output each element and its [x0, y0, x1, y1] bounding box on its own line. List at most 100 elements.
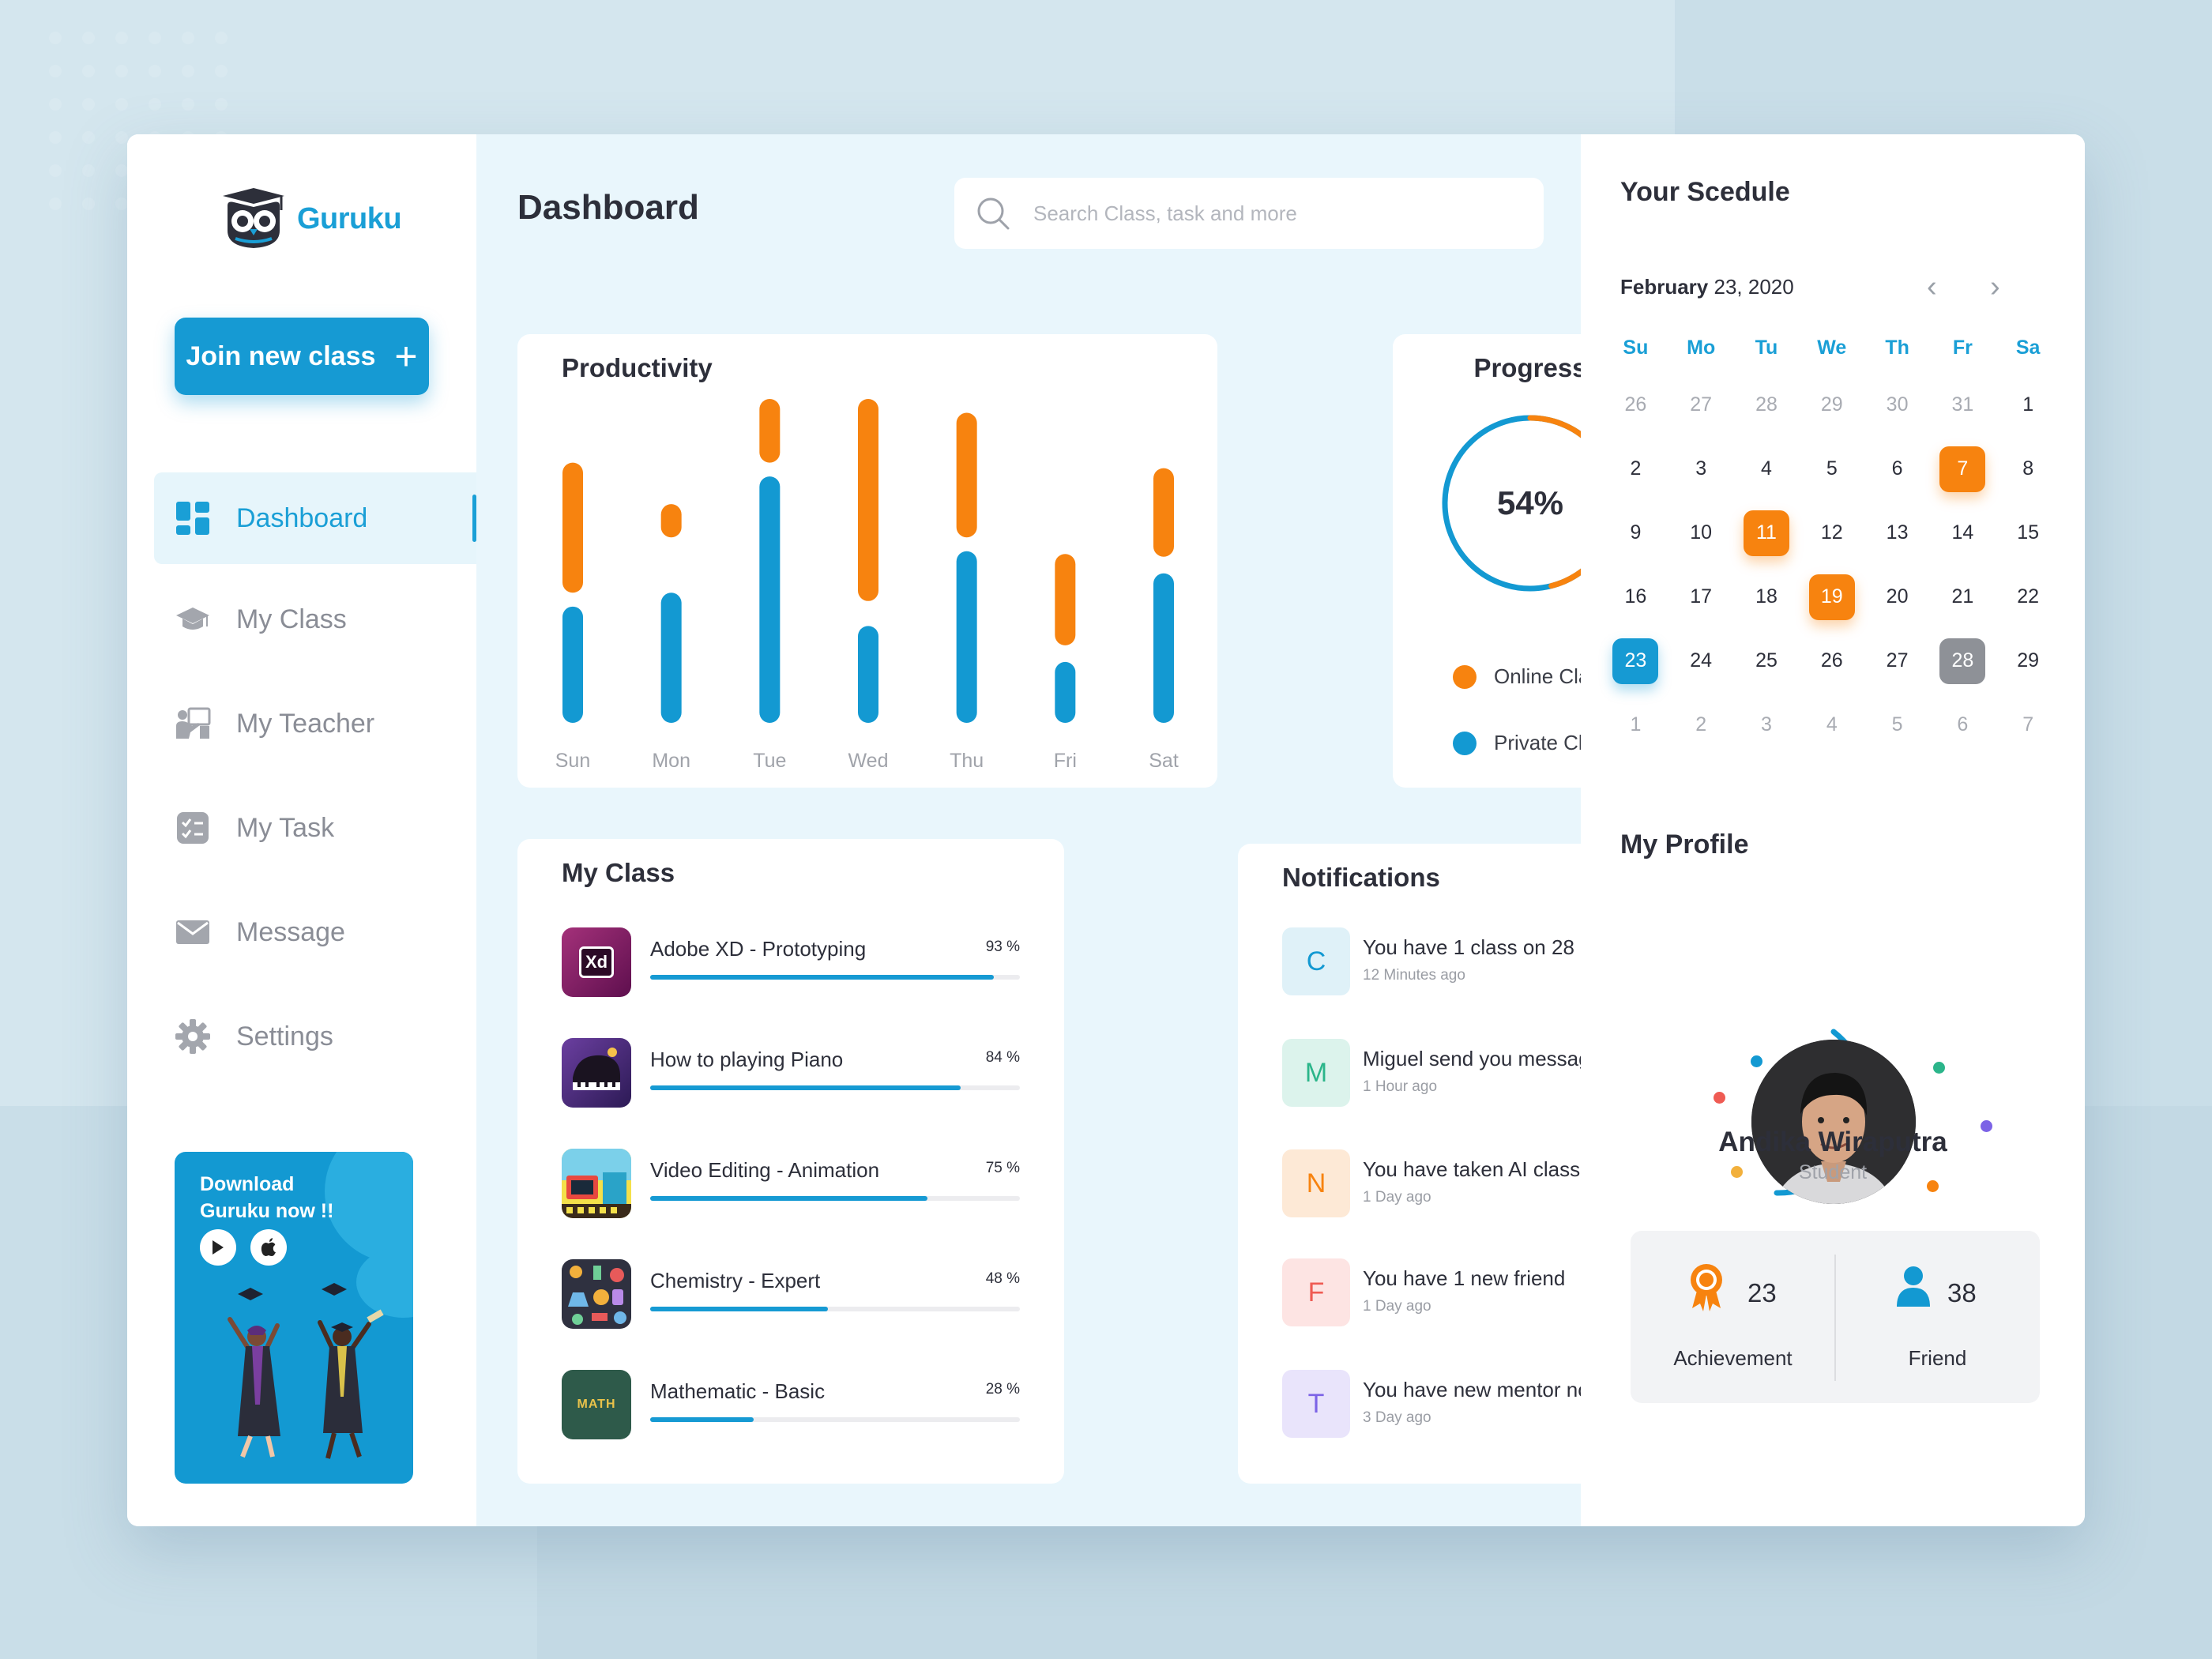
bar-orange-wed[interactable] [858, 399, 878, 601]
brand-logo[interactable]: Guruku [218, 188, 402, 250]
calendar-day[interactable]: 2 [1668, 702, 1734, 748]
calendar-day[interactable]: 28 [1734, 382, 1800, 428]
calendar-day[interactable]: 21 [1930, 574, 1996, 620]
class-progress-track [650, 1417, 1020, 1422]
calendar-day[interactable]: 25 [1734, 638, 1800, 684]
calendar-grid: Su Mo Tu We Th Fr Sa 26 27 28 29 30 31 1 2 3 4 5 6 7 8 9 10 11 1… [1603, 322, 2061, 757]
notification-item[interactable]: M Miguel send you message 1 Hour ago [1282, 1039, 1646, 1110]
notification-item[interactable]: C You have 1 class on 28 Feb 12 Minutes … [1282, 927, 1646, 999]
calendar-day[interactable]: 17 [1668, 574, 1734, 620]
notification-item[interactable]: F You have 1 new friend 1 Day ago [1282, 1258, 1646, 1330]
bar-orange-tue[interactable] [759, 399, 781, 463]
calendar-day[interactable]: 5 [1864, 702, 1930, 748]
join-new-class-button[interactable]: Join new class + [175, 318, 429, 395]
calendar-day[interactable]: 29 [1799, 382, 1864, 428]
calendar-week-row: 9 10 11 12 13 14 15 [1603, 501, 2061, 565]
calendar-day[interactable]: 7 [1996, 702, 2061, 748]
bar-blue-mon[interactable] [660, 592, 682, 723]
bar-blue-sun[interactable] [562, 606, 583, 723]
class-percent: 93 % [985, 939, 1020, 955]
avatar[interactable] [1739, 1027, 1928, 1217]
bar-orange-mon[interactable] [660, 504, 682, 538]
calendar-day[interactable]: 31 [1930, 382, 1996, 428]
class-item-adobe-xd[interactable]: Xd Adobe XD - Prototyping 93 % [562, 927, 1020, 999]
calendar-day[interactable]: 1 [1996, 382, 2061, 428]
notification-time: 1 Hour ago [1363, 1078, 1438, 1095]
calendar-day[interactable]: 26 [1603, 382, 1668, 428]
calendar-day[interactable]: 24 [1668, 638, 1734, 684]
calendar-day-number: 17 [1690, 585, 1713, 608]
calendar-day[interactable]: 27 [1864, 638, 1930, 684]
calendar-day[interactable]: 27 [1668, 382, 1734, 428]
calendar-day[interactable]: 15 [1996, 510, 2061, 556]
calendar-day[interactable]: 3 [1734, 702, 1800, 748]
calendar-day[interactable]: 6 [1864, 446, 1930, 492]
calendar-day[interactable]: 11 [1734, 510, 1800, 556]
play-store-icon[interactable] [200, 1229, 236, 1266]
bar-orange-fri[interactable] [1055, 554, 1076, 645]
bar-orange-sun[interactable] [562, 462, 583, 593]
profile-title: My Profile [1620, 830, 1749, 860]
search-bar[interactable] [954, 178, 1544, 249]
calendar-day[interactable]: 16 [1603, 574, 1668, 620]
calendar-day[interactable]: 5 [1799, 446, 1864, 492]
calendar-weekday: Tu [1755, 336, 1778, 359]
bar-blue-tue[interactable] [759, 476, 781, 723]
calendar-day[interactable]: 30 [1864, 382, 1930, 428]
sidebar-item-dashboard[interactable]: Dashboard [154, 472, 476, 564]
bar-blue-thu[interactable] [956, 551, 977, 723]
calendar-day[interactable]: 10 [1668, 510, 1734, 556]
calendar-day[interactable]: 13 [1864, 510, 1930, 556]
sidebar-item-my-class[interactable]: My Class [154, 574, 476, 665]
math-thumbnail: MATH [562, 1370, 631, 1439]
notification-item[interactable]: T You have new mentor now 3 Day ago [1282, 1370, 1646, 1441]
bar-orange-sat[interactable] [1153, 468, 1174, 557]
bar-blue-fri[interactable] [1055, 661, 1076, 723]
bar-orange-thu[interactable] [956, 412, 977, 538]
class-progress-fill [650, 1417, 754, 1422]
calendar-day[interactable]: 7 [1930, 446, 1996, 492]
calendar-day[interactable]: 1 [1603, 702, 1668, 748]
bar-blue-sat[interactable] [1153, 573, 1174, 723]
calendar-day[interactable]: 9 [1603, 510, 1668, 556]
calendar-day[interactable]: 28 [1930, 638, 1996, 684]
calendar-day-number: 16 [1624, 585, 1647, 608]
stat-friend[interactable]: 38 Friend [1835, 1231, 2040, 1403]
chevron-right-icon[interactable]: › [1990, 270, 2000, 303]
calendar-day[interactable]: 22 [1996, 574, 2061, 620]
sidebar-item-message[interactable]: Message [154, 886, 476, 978]
class-percent: 48 % [985, 1270, 1020, 1287]
apple-icon[interactable] [250, 1229, 287, 1266]
chevron-left-icon[interactable]: ‹ [1927, 270, 1937, 303]
sidebar-item-my-task[interactable]: My Task [154, 782, 476, 874]
download-app-banner[interactable]: Download Guruku now !! [175, 1152, 413, 1484]
calendar-day[interactable]: 4 [1734, 446, 1800, 492]
notification-item[interactable]: N You have taken AI class 1 Day ago [1282, 1149, 1646, 1221]
calendar-day[interactable]: 18 [1734, 574, 1800, 620]
class-item-mathematic[interactable]: MATH Mathematic - Basic 28 % [562, 1370, 1020, 1441]
calendar-day[interactable]: 23 [1603, 638, 1668, 684]
calendar-day[interactable]: 6 [1930, 702, 1996, 748]
calendar-day[interactable]: 8 [1996, 446, 2061, 492]
calendar-week-row: 1 2 3 4 5 6 7 [1603, 693, 2061, 757]
search-input[interactable] [1033, 201, 1507, 226]
calendar-day[interactable]: 26 [1799, 638, 1864, 684]
calendar-day-number: 7 [2022, 713, 2034, 735]
stat-achievement[interactable]: 23 Achievement [1631, 1231, 1835, 1403]
class-item-piano[interactable]: How to playing Piano 84 % [562, 1038, 1020, 1109]
sidebar-item-settings[interactable]: Settings [154, 991, 476, 1082]
calendar-day[interactable]: 3 [1668, 446, 1734, 492]
calendar-day[interactable]: 12 [1799, 510, 1864, 556]
bar-blue-wed[interactable] [858, 626, 878, 723]
class-item-chemistry[interactable]: Chemistry - Expert 48 % [562, 1259, 1020, 1330]
sidebar-item-my-teacher[interactable]: My Teacher [154, 678, 476, 769]
calendar-day[interactable]: 14 [1930, 510, 1996, 556]
class-percent: 84 % [985, 1049, 1020, 1066]
calendar-day[interactable]: 2 [1603, 446, 1668, 492]
calendar-day[interactable]: 4 [1799, 702, 1864, 748]
calendar-day[interactable]: 20 [1864, 574, 1930, 620]
calendar-day[interactable]: 19 [1799, 574, 1864, 620]
calendar-day-number: 3 [1695, 457, 1707, 480]
class-item-video-editing[interactable]: Video Editing - Animation 75 % [562, 1149, 1020, 1220]
calendar-day[interactable]: 29 [1996, 638, 2061, 684]
